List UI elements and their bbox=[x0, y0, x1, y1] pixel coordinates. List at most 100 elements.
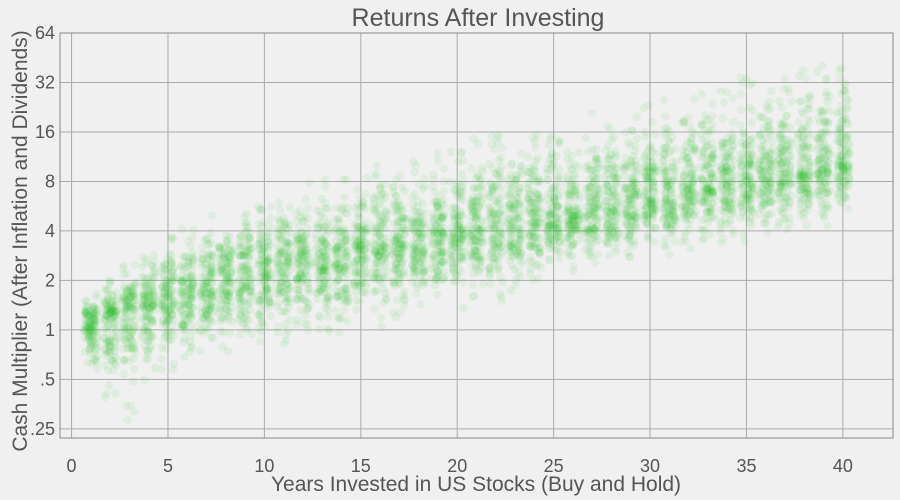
data-point bbox=[472, 184, 482, 193]
data-point bbox=[99, 333, 108, 343]
data-point bbox=[181, 299, 190, 309]
data-point bbox=[106, 335, 115, 345]
data-point bbox=[202, 277, 211, 286]
data-point bbox=[352, 295, 361, 305]
data-point bbox=[177, 325, 187, 334]
data-point bbox=[343, 297, 353, 306]
data-point bbox=[331, 215, 340, 224]
data-point bbox=[181, 325, 190, 334]
data-point bbox=[164, 288, 173, 298]
data-point bbox=[185, 311, 194, 321]
data-point bbox=[131, 306, 140, 316]
data-point bbox=[243, 218, 252, 228]
data-point bbox=[207, 278, 217, 287]
data-point bbox=[802, 221, 811, 230]
data-point bbox=[92, 327, 101, 337]
data-point bbox=[92, 339, 101, 348]
data-point bbox=[124, 303, 133, 312]
data-point bbox=[494, 156, 503, 165]
data-point bbox=[178, 277, 188, 286]
data-point bbox=[177, 224, 187, 234]
data-point bbox=[168, 285, 177, 294]
data-point bbox=[432, 274, 441, 283]
data-point bbox=[111, 337, 120, 346]
data-point bbox=[108, 332, 118, 341]
data-point bbox=[433, 236, 443, 245]
data-point bbox=[131, 348, 140, 357]
data-point bbox=[162, 319, 171, 328]
data-point bbox=[127, 336, 136, 345]
data-point bbox=[761, 151, 770, 160]
data-point bbox=[177, 306, 186, 315]
data-point bbox=[466, 212, 475, 221]
data-point bbox=[131, 323, 140, 332]
data-point bbox=[90, 315, 99, 325]
data-point bbox=[389, 182, 398, 192]
data-point bbox=[105, 307, 114, 316]
data-point bbox=[123, 338, 132, 348]
data-point bbox=[92, 334, 101, 343]
data-point bbox=[158, 282, 167, 291]
data-point bbox=[179, 320, 188, 330]
data-point bbox=[165, 302, 174, 312]
data-point bbox=[92, 358, 101, 367]
data-point bbox=[164, 306, 173, 316]
data-point bbox=[139, 287, 149, 296]
data-point bbox=[793, 130, 803, 139]
data-point bbox=[207, 262, 216, 271]
data-point bbox=[170, 297, 179, 306]
data-point bbox=[188, 294, 197, 304]
data-point bbox=[177, 271, 187, 280]
data-point bbox=[215, 242, 224, 251]
data-point bbox=[507, 187, 516, 196]
data-point bbox=[504, 175, 513, 184]
data-point bbox=[139, 325, 148, 334]
data-point bbox=[85, 349, 95, 358]
data-point bbox=[120, 284, 129, 293]
data-point bbox=[285, 203, 294, 212]
data-point bbox=[279, 307, 289, 316]
data-point bbox=[106, 306, 116, 315]
data-point bbox=[780, 169, 789, 178]
data-point bbox=[754, 209, 764, 218]
data-point bbox=[148, 301, 158, 310]
scatter-points bbox=[80, 61, 854, 425]
data-point bbox=[647, 196, 657, 205]
data-point bbox=[169, 298, 178, 307]
data-point bbox=[303, 204, 312, 213]
data-point bbox=[681, 178, 690, 187]
data-point bbox=[412, 253, 421, 263]
data-point bbox=[82, 315, 91, 324]
data-point bbox=[84, 306, 93, 316]
data-point bbox=[199, 313, 209, 323]
data-point bbox=[162, 306, 171, 316]
data-point bbox=[88, 321, 98, 330]
data-point bbox=[418, 266, 427, 275]
data-point bbox=[475, 203, 485, 212]
data-point bbox=[188, 272, 197, 282]
data-point bbox=[119, 356, 128, 365]
data-point bbox=[127, 304, 136, 313]
data-point bbox=[138, 292, 147, 302]
data-point bbox=[514, 187, 524, 196]
data-point bbox=[148, 261, 157, 270]
data-point bbox=[104, 348, 114, 357]
data-point bbox=[549, 158, 558, 168]
data-point bbox=[118, 315, 127, 324]
data-point bbox=[689, 210, 699, 220]
data-point bbox=[108, 291, 118, 300]
data-point bbox=[563, 147, 572, 156]
data-point bbox=[89, 309, 98, 318]
data-point bbox=[395, 171, 405, 180]
data-point bbox=[208, 251, 218, 260]
data-point bbox=[146, 329, 155, 338]
data-point bbox=[300, 212, 309, 221]
data-point bbox=[218, 268, 228, 277]
data-point bbox=[416, 207, 425, 217]
data-point bbox=[100, 299, 109, 308]
data-point bbox=[149, 269, 158, 278]
data-point bbox=[120, 330, 129, 339]
data-point bbox=[92, 343, 102, 352]
data-point bbox=[168, 303, 177, 312]
data-point bbox=[528, 275, 537, 285]
